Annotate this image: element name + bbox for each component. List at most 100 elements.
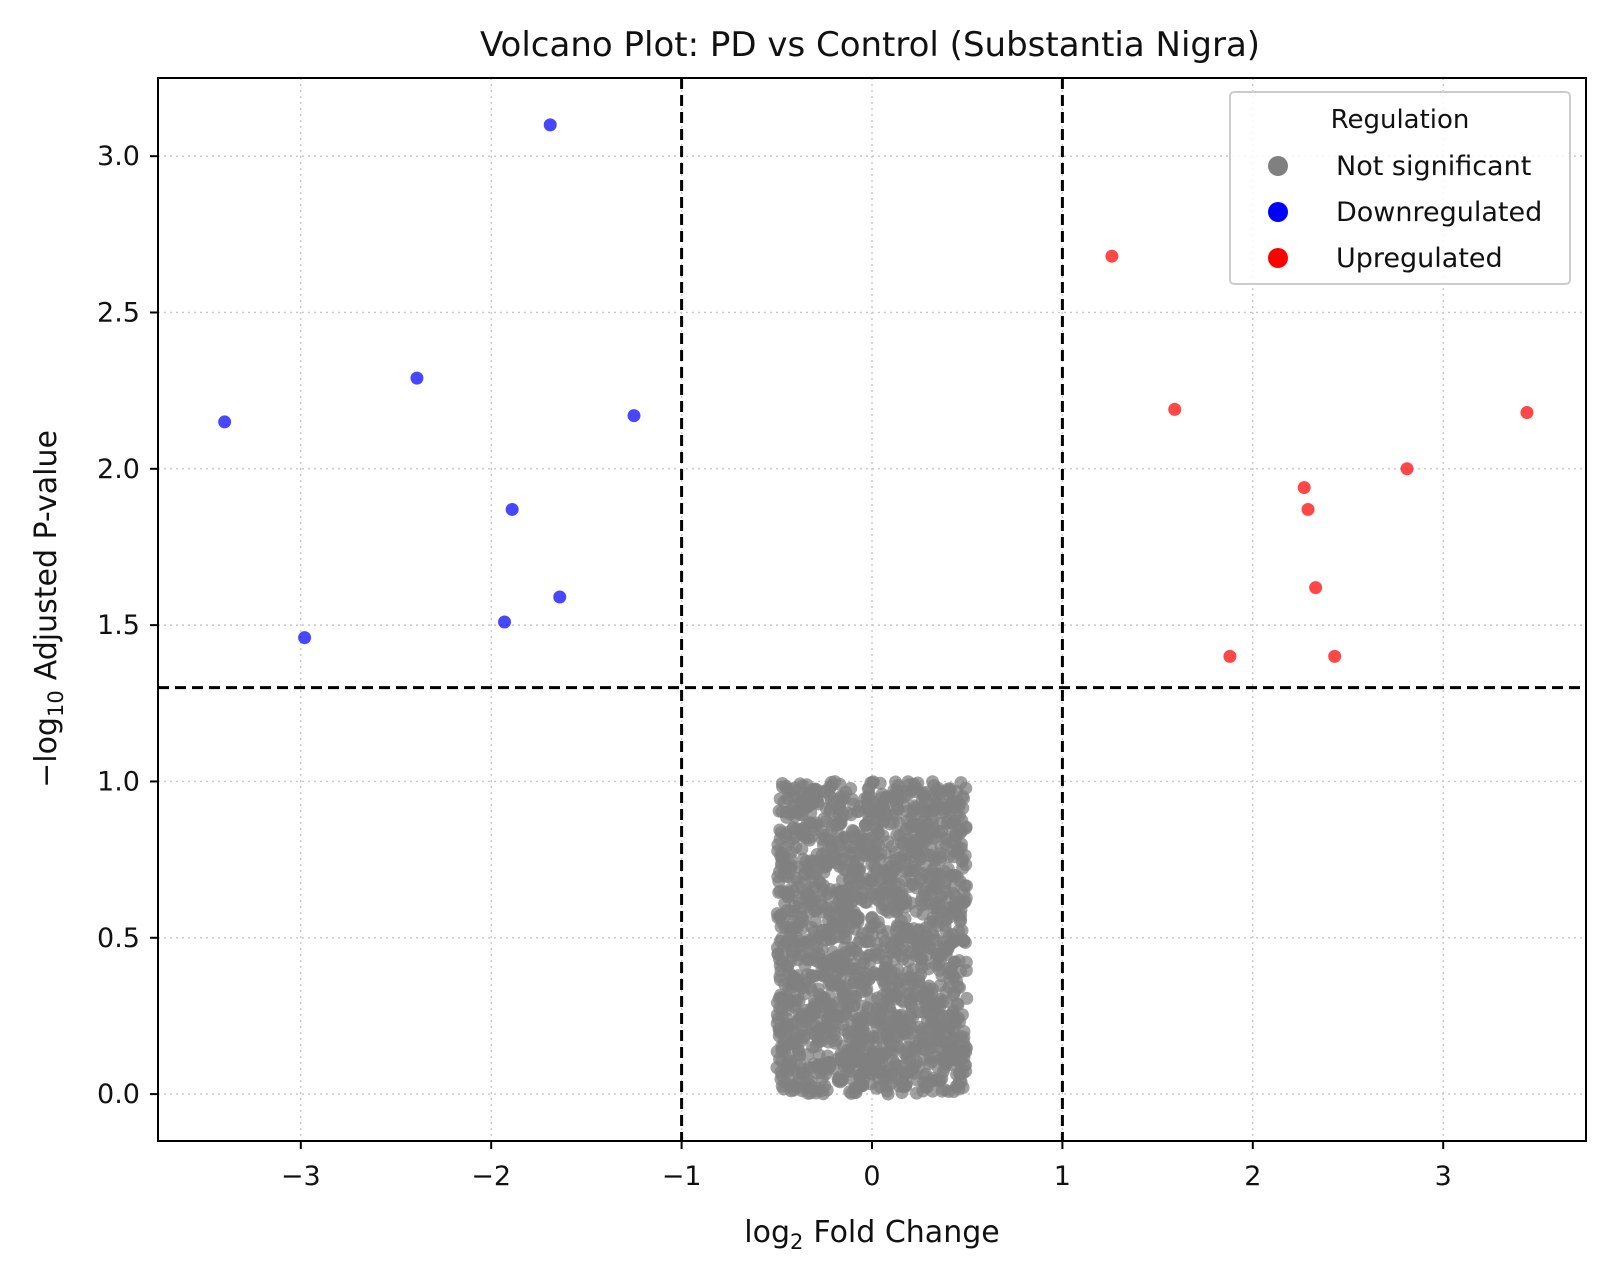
not-significant-point — [813, 876, 827, 890]
not-significant-point — [791, 880, 805, 894]
not-significant-point — [838, 947, 852, 961]
not-significant-point — [786, 831, 800, 845]
not-significant-point — [800, 953, 814, 967]
not-significant-point — [811, 982, 825, 996]
not-significant-point — [923, 884, 937, 898]
upregulated-point — [1400, 462, 1414, 476]
not-significant-point — [876, 1050, 890, 1064]
not-significant-point — [830, 883, 844, 897]
downregulated-point — [543, 118, 557, 132]
not-significant-point — [879, 941, 893, 955]
not-significant-point — [823, 1056, 837, 1070]
not-significant-point — [915, 952, 929, 966]
not-significant-point — [893, 930, 907, 944]
not-significant-point — [959, 891, 973, 905]
not-significant-point — [927, 779, 941, 793]
not-significant-point — [918, 805, 932, 819]
not-significant-point — [870, 874, 884, 888]
not-significant-point — [824, 933, 838, 947]
not-significant-point — [801, 799, 815, 813]
not-significant-point — [779, 841, 793, 855]
not-significant-point — [806, 782, 820, 796]
not-significant-point — [906, 818, 920, 832]
not-significant-point — [797, 1080, 811, 1094]
not-significant-point — [952, 1049, 966, 1063]
not-significant-point — [851, 1036, 865, 1050]
not-significant-point — [777, 1082, 791, 1096]
not-significant-point — [870, 826, 884, 840]
not-significant-point — [946, 843, 960, 857]
not-significant-point — [853, 1068, 867, 1082]
not-significant-point — [783, 904, 797, 918]
not-significant-point — [854, 891, 868, 905]
x-tick-label: 3 — [1435, 1161, 1452, 1192]
not-significant-point — [881, 1087, 895, 1101]
not-significant-point — [841, 1057, 855, 1071]
not-significant-point — [957, 1024, 971, 1038]
not-significant-point — [861, 782, 875, 796]
not-significant-point — [912, 974, 926, 988]
not-significant-point — [871, 991, 885, 1005]
x-axis-label: log2 Fold Change — [744, 1215, 999, 1254]
downregulated-point — [553, 590, 567, 604]
not-significant-point — [952, 924, 966, 938]
x-tick-label: 2 — [1244, 1161, 1261, 1192]
not-significant-point — [868, 839, 882, 853]
not-significant-point — [852, 804, 866, 818]
not-significant-point — [837, 845, 851, 859]
upregulated-point — [1309, 581, 1323, 595]
not-significant-point — [861, 1003, 875, 1017]
y-tick-label: 2.0 — [97, 454, 140, 485]
y-tick-label: 2.5 — [97, 297, 140, 328]
x-axis-ticks: −3 −2 −1 0 1 2 3 — [281, 1141, 1452, 1192]
not-significant-point — [820, 923, 834, 937]
not-significant-point — [932, 1020, 946, 1034]
y-tick-label: 1.5 — [97, 610, 140, 641]
upregulated-point — [1297, 481, 1311, 495]
x-tick-label: 0 — [863, 1161, 880, 1192]
not-significant-point — [904, 1021, 918, 1035]
not-significant-point — [791, 953, 805, 967]
not-significant-point — [882, 1062, 896, 1076]
y-tick-label: 3.0 — [97, 141, 140, 172]
downregulated-point — [627, 409, 641, 423]
legend: Regulation Not significant Downregulated U… — [1229, 91, 1571, 285]
y-axis-label: −log10Adjusted P-value — [29, 430, 68, 788]
not-significant-point — [871, 951, 885, 965]
not-significant-point — [877, 1073, 891, 1087]
not-significant-point — [935, 969, 949, 983]
not-significant-point — [945, 960, 959, 974]
not-significant-point — [827, 908, 841, 922]
x-tick-label: −2 — [471, 1161, 511, 1192]
upregulated-point — [1328, 649, 1342, 663]
not-significant-point — [846, 824, 860, 838]
not-significant-point — [918, 1069, 932, 1083]
not-significant-point — [770, 941, 784, 955]
not-significant-point — [823, 781, 837, 795]
not-significant-point — [958, 879, 972, 893]
y-tick-label: 0.5 — [97, 923, 140, 954]
not-significant-point — [865, 910, 879, 924]
not-significant-point — [836, 901, 850, 915]
not-significant-point — [923, 941, 937, 955]
not-significant-point — [850, 913, 864, 927]
not-significant-point — [865, 1048, 879, 1062]
not-significant-point — [938, 1060, 952, 1074]
not-significant-point — [931, 799, 945, 813]
not-significant-point — [849, 1086, 863, 1100]
not-significant-point — [835, 805, 849, 819]
not-significant-point — [809, 816, 823, 830]
not-significant-point — [886, 1038, 900, 1052]
not-significant-point — [788, 972, 802, 986]
not-significant-point — [897, 836, 911, 850]
not-significant-point — [948, 869, 962, 883]
not-significant-point — [778, 1044, 792, 1058]
not-significant-point — [794, 1010, 808, 1024]
not-significant-point — [935, 1084, 949, 1098]
not-significant-point — [814, 1066, 828, 1080]
not-significant-point — [918, 792, 932, 806]
not-significant-point — [899, 893, 913, 907]
not-significant-point — [881, 992, 895, 1006]
downregulated-point — [298, 631, 312, 645]
not-significant-point — [778, 993, 792, 1007]
